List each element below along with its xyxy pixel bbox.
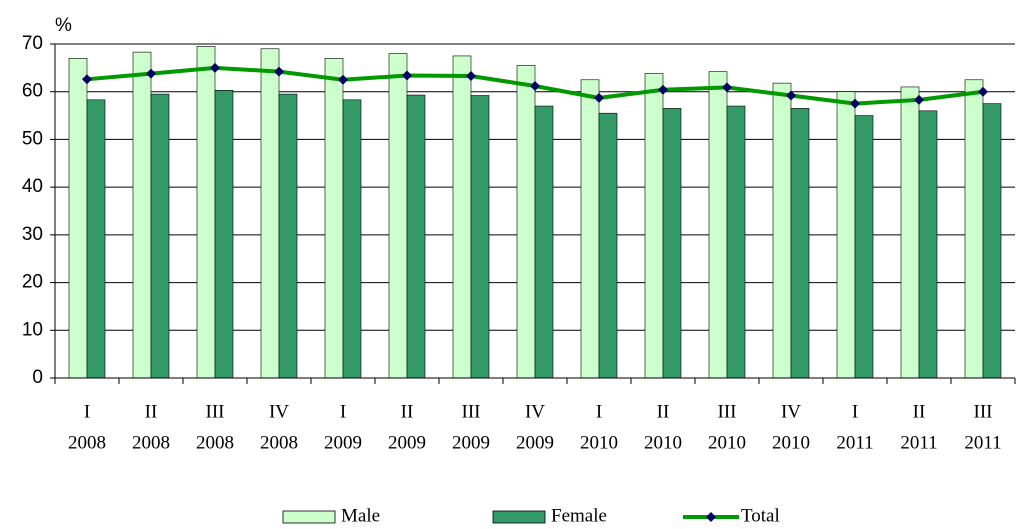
x-tick-label: III xyxy=(206,401,225,422)
x-tick-label: II xyxy=(657,401,670,422)
marker xyxy=(466,70,476,81)
x-tick-label: I xyxy=(852,401,858,422)
y-axis-label: % xyxy=(55,15,72,36)
legend-marker xyxy=(706,512,716,522)
bar xyxy=(132,51,152,379)
x-tick-label: 2009 xyxy=(516,432,554,453)
bar xyxy=(196,46,216,379)
x-tick-label: II xyxy=(913,401,926,422)
marker xyxy=(594,92,604,103)
bar xyxy=(662,108,682,379)
x-tick-label: 2009 xyxy=(388,432,426,453)
x-tick-label: 2010 xyxy=(708,432,746,453)
x-tick-label: 2010 xyxy=(772,432,810,453)
marker xyxy=(978,86,988,97)
marker xyxy=(914,94,924,105)
y-tick-label: 30 xyxy=(22,224,43,245)
x-tick-label: III xyxy=(718,401,737,422)
x-tick-label: I xyxy=(596,401,602,422)
marker xyxy=(402,70,412,81)
x-tick-label: 2011 xyxy=(964,432,1001,453)
x-tick-label: 2009 xyxy=(452,432,490,453)
y-tick-label: 70 xyxy=(22,33,43,54)
bar xyxy=(644,73,664,379)
x-tick-label: 2008 xyxy=(196,432,234,453)
bar xyxy=(86,99,106,379)
marker xyxy=(210,62,220,73)
marker xyxy=(82,74,92,85)
y-tick-label: 60 xyxy=(22,81,43,102)
bar xyxy=(406,94,426,379)
x-tick-label: II xyxy=(145,401,158,422)
marker xyxy=(338,74,348,85)
legend-label: Male xyxy=(341,505,380,526)
x-tick-label: 2010 xyxy=(644,432,682,453)
x-tick-label: IV xyxy=(269,401,289,422)
bar xyxy=(150,93,170,379)
bar xyxy=(854,115,874,379)
x-tick-label: 2011 xyxy=(900,432,937,453)
x-tick-label: 2009 xyxy=(324,432,362,453)
legend-label: Total xyxy=(741,505,780,526)
bar xyxy=(726,105,746,379)
y-tick-label: 50 xyxy=(22,128,43,149)
marker xyxy=(786,90,796,101)
y-tick-label: 0 xyxy=(32,367,43,388)
marker xyxy=(146,68,156,79)
bar xyxy=(836,91,856,379)
y-tick-label: 10 xyxy=(22,319,43,340)
bar xyxy=(708,71,728,379)
y-tick-label: 20 xyxy=(22,272,43,293)
bar xyxy=(342,99,362,379)
x-tick-label: IV xyxy=(525,401,545,422)
bar xyxy=(580,79,600,379)
x-tick-label: 2008 xyxy=(260,432,298,453)
x-tick-label: 2011 xyxy=(836,432,873,453)
bar xyxy=(388,53,408,379)
bar xyxy=(598,112,618,379)
x-tick-label: I xyxy=(84,401,90,422)
bar xyxy=(900,86,920,379)
bar xyxy=(278,93,298,379)
x-tick-label: III xyxy=(462,401,481,422)
bar xyxy=(324,58,344,379)
bar xyxy=(452,55,472,379)
bar xyxy=(964,79,984,379)
bar xyxy=(982,103,1002,379)
bar xyxy=(534,105,554,379)
bar xyxy=(68,58,88,379)
legend-swatch xyxy=(282,510,336,524)
x-tick-label: I xyxy=(340,401,346,422)
bar xyxy=(516,65,536,379)
marker xyxy=(722,82,732,93)
x-tick-label: 2008 xyxy=(68,432,106,453)
bar xyxy=(918,110,938,379)
x-tick-label: 2010 xyxy=(580,432,618,453)
bar xyxy=(260,48,280,379)
bar xyxy=(772,82,792,379)
marker xyxy=(658,84,668,95)
bar xyxy=(470,95,490,379)
x-tick-label: II xyxy=(401,401,414,422)
legend-swatch xyxy=(492,510,546,524)
marker xyxy=(274,66,284,77)
marker xyxy=(530,80,540,91)
bar xyxy=(790,108,810,379)
marker xyxy=(850,98,860,109)
bar xyxy=(214,89,234,379)
legend-label: Female xyxy=(551,505,607,526)
x-tick-label: III xyxy=(974,401,993,422)
y-tick-label: 40 xyxy=(22,176,43,197)
x-tick-label: 2008 xyxy=(132,432,170,453)
x-tick-label: IV xyxy=(781,401,801,422)
